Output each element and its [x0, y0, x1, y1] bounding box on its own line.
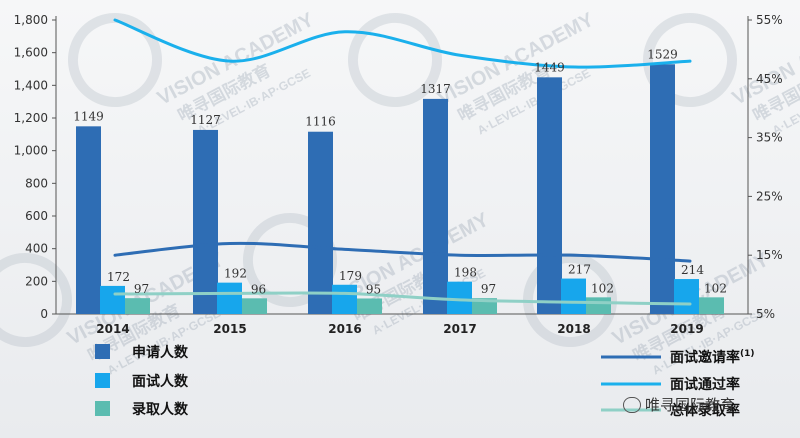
- bar-0: [76, 126, 101, 314]
- bar-2: [357, 298, 382, 314]
- legend-label: 面试人数: [132, 373, 189, 390]
- data-label: 1127: [190, 113, 221, 127]
- x-tick-label: 2015: [213, 322, 246, 336]
- data-label: 1149: [73, 109, 104, 123]
- data-label: 102: [591, 281, 614, 295]
- legend-swatch: [95, 401, 110, 416]
- data-label: 198: [454, 266, 477, 280]
- y-left-tick-label: 0: [40, 307, 48, 321]
- data-label: 97: [134, 282, 149, 296]
- data-label: 214: [681, 263, 704, 277]
- line-series-1: [113, 18, 692, 69]
- bar-2: [125, 298, 150, 314]
- bar-1: [217, 282, 242, 314]
- y-right-tick-label: 45%: [756, 72, 783, 86]
- y-right-tick-label: 25%: [756, 189, 783, 203]
- data-label: 217: [568, 263, 591, 277]
- lines: [113, 18, 692, 306]
- y-left-tick-label: 1,000: [14, 144, 48, 158]
- data-labels: 1149 1127 1116 1317 1449 1529 172 192 179 198 217 2…: [73, 47, 727, 296]
- watermark-ring: [68, 12, 162, 107]
- y-right-tick-label: 35%: [756, 131, 783, 145]
- y-left-tick-label: 1,600: [14, 46, 48, 60]
- bar-2: [586, 297, 611, 314]
- data-label: 102: [704, 281, 727, 295]
- line-series-2: [113, 291, 692, 306]
- bar-1: [332, 284, 357, 314]
- legend-label: 申请人数: [132, 344, 189, 361]
- legend-label: 面试通过率: [670, 376, 740, 393]
- data-label: 1449: [534, 60, 565, 74]
- y-left-tick-label: 1,400: [14, 78, 48, 92]
- bar-0: [423, 98, 448, 314]
- data-label: 1116: [305, 115, 336, 129]
- x-tick-label: 2014: [96, 322, 129, 336]
- bar-0: [308, 131, 333, 314]
- y-left-tick-label: 400: [25, 242, 48, 256]
- legend-sup: (1): [740, 349, 755, 359]
- data-label: 192: [224, 267, 247, 281]
- bar-1: [561, 278, 586, 314]
- data-label: 1317: [420, 82, 451, 96]
- x-tick-label: 2019: [670, 322, 703, 336]
- data-label: 96: [251, 282, 266, 296]
- legend-label: 总体录取率: [670, 402, 740, 419]
- data-label: 97: [481, 282, 496, 296]
- y-right-tick-label: 5%: [756, 307, 775, 321]
- data-label: 1529: [647, 47, 678, 61]
- bar-0: [193, 129, 218, 314]
- watermark-ring: [348, 12, 442, 107]
- legend-label: 面试邀请率(1): [670, 349, 755, 366]
- data-label: 95: [366, 282, 381, 296]
- wechat-account-name: 唯寻国际教育: [645, 396, 736, 414]
- bar-2: [242, 298, 267, 314]
- x-tick-label: 2016: [328, 322, 361, 336]
- line-series-0: [113, 241, 692, 263]
- bar-1: [447, 281, 472, 314]
- legend-swatch: [95, 373, 110, 388]
- y-left-tick-label: 200: [25, 274, 48, 288]
- bar-0: [650, 64, 675, 314]
- bar-2: [699, 297, 724, 314]
- y-right-tick-label: 15%: [756, 248, 783, 262]
- x-tick-label: 2018: [557, 322, 590, 336]
- bar-0: [537, 77, 562, 314]
- y-left-tick-label: 600: [25, 209, 48, 223]
- bar-1: [674, 279, 699, 314]
- data-label: 179: [339, 269, 362, 283]
- x-tick-label: 2017: [443, 322, 476, 336]
- wechat-icon: [623, 396, 641, 413]
- y-left-tick-label: 800: [25, 176, 48, 190]
- watermark-ring: [0, 253, 72, 347]
- y-right-tick-label: 55%: [756, 13, 783, 27]
- y-left-tick-label: 1,200: [14, 111, 48, 125]
- y-left-tick-label: 1,800: [14, 13, 48, 27]
- legend-label: 录取人数: [132, 401, 189, 418]
- wechat-account: 唯寻国际教育: [623, 394, 735, 415]
- bars: [76, 64, 724, 314]
- axes: 0 200 400 600 800 1,000 1,200 1,400 1,600 1,800 5%…: [14, 13, 783, 336]
- legend-swatch: [95, 344, 110, 359]
- bar-1: [100, 285, 125, 314]
- data-label: 172: [107, 270, 130, 284]
